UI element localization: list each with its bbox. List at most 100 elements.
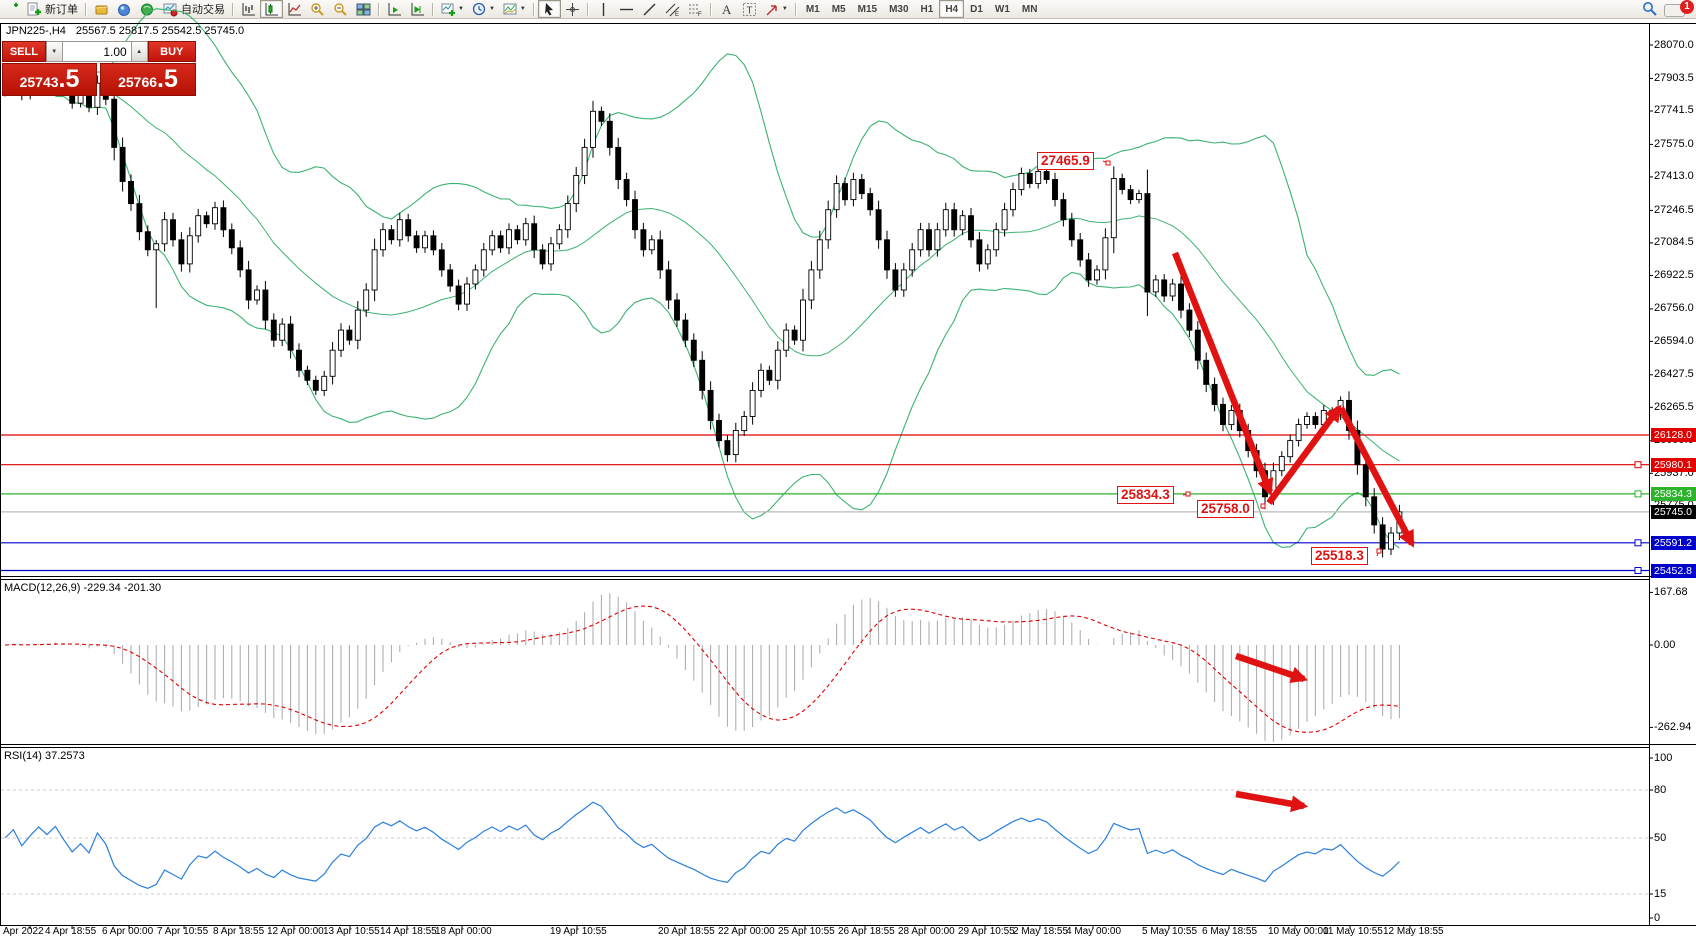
equidistant-channel-icon[interactable]: E xyxy=(661,0,684,18)
symbol-period: JPN225-,H4 xyxy=(6,25,66,37)
price-badge: 25834.3 xyxy=(1651,486,1696,501)
toolbar-separator xyxy=(586,2,589,16)
volume-input[interactable] xyxy=(62,41,131,62)
chevron-down-icon: ▼ xyxy=(458,6,464,12)
time-axis-label: 26 Apr 18:55 xyxy=(838,926,895,936)
time-axis-label: 14 Apr 18:55 xyxy=(380,926,437,936)
toolbar-separator xyxy=(232,2,234,16)
crosshair-icon[interactable] xyxy=(561,0,584,18)
time-axis-label: 29 Apr 10:55 xyxy=(958,926,1015,936)
price-axis-label: 26756.0 xyxy=(1654,302,1694,315)
search-icon[interactable] xyxy=(1642,1,1658,16)
zoom-out-icon[interactable] xyxy=(329,0,352,18)
price-axis-label: 26265.5 xyxy=(1654,400,1694,413)
price-axis-label: 27413.0 xyxy=(1654,170,1694,183)
time-axis-label: 6 May 18:55 xyxy=(1202,926,1258,936)
volume-decrease-button[interactable]: ▼ xyxy=(45,41,63,62)
chart-title: JPN225-,H4 25567.5 25817.5 25542.5 25745.… xyxy=(6,25,244,37)
price-badge: 25745.0 xyxy=(1651,504,1696,519)
price-axis-label: 26922.5 xyxy=(1654,268,1694,281)
notifications-icon[interactable]: 1 xyxy=(1664,0,1694,17)
time-axis-label: 19 Apr 10:55 xyxy=(550,926,607,936)
navigator-icon[interactable] xyxy=(113,0,136,18)
price-badge: 26128.0 xyxy=(1651,427,1696,442)
buy-price[interactable]: 25766.5 xyxy=(100,63,196,96)
sell-button[interactable]: SELL xyxy=(2,41,46,62)
timeframe-m15[interactable]: M15 xyxy=(857,3,878,15)
timeframe-m5[interactable]: M5 xyxy=(831,3,846,15)
rsi-label: RSI(14) 37.2573 xyxy=(4,750,85,762)
macd-axis-label: 167.68 xyxy=(1654,585,1688,598)
price-axis-label: 26594.0 xyxy=(1654,334,1694,347)
new-order-button[interactable]: 新订单 xyxy=(23,0,82,18)
one-click-trading-panel: SELL ▼ ▲ BUY 25743.5 25766.5 xyxy=(2,41,196,96)
price-axis-label: 27575.0 xyxy=(1654,137,1694,150)
time-axis-label: 25 Apr 10:55 xyxy=(778,926,835,936)
time-axis-label: 7 Apr 10:55 xyxy=(157,926,209,936)
svg-text:T: T xyxy=(746,5,752,16)
text-label-tool-icon[interactable]: T xyxy=(738,0,761,18)
volume-increase-button[interactable]: ▲ xyxy=(130,41,148,62)
time-axis-label: 12 May 18:55 xyxy=(1383,926,1444,936)
buy-button[interactable]: BUY xyxy=(147,41,196,62)
fibonacci-icon[interactable]: F xyxy=(684,0,707,18)
timeframe-d1[interactable]: D1 xyxy=(970,3,983,15)
zoom-in-icon[interactable] xyxy=(306,0,329,18)
candlestick-mode-icon[interactable] xyxy=(260,0,283,18)
time-axis-label: 5 May 10:55 xyxy=(1142,926,1198,936)
timeframe-m30[interactable]: M30 xyxy=(889,3,909,15)
toolbar-separator xyxy=(432,2,434,16)
text-tool-icon[interactable]: A xyxy=(715,0,738,18)
svg-text:A: A xyxy=(722,2,732,17)
cursor-icon[interactable] xyxy=(537,0,561,18)
templates-icon[interactable]: ▼ xyxy=(499,0,530,18)
rsi-axis-label: 100 xyxy=(1654,751,1673,764)
macd-axis-label: 0.00 xyxy=(1654,638,1676,651)
macd-label: MACD(12,26,9) -229.34 -201.30 xyxy=(4,582,162,594)
price-annotation[interactable]: 25518.3 xyxy=(1311,547,1368,565)
time-axis-label: 8 Apr 18:55 xyxy=(213,926,265,936)
price-annotation[interactable]: 27465.9 xyxy=(1037,152,1094,170)
clipped-left-icon[interactable] xyxy=(0,0,23,18)
timeframe-w1[interactable]: W1 xyxy=(994,3,1010,15)
chart-shift-icon[interactable] xyxy=(406,0,429,18)
toolbar-separator xyxy=(378,2,380,16)
time-axis-label: 18 Apr 00:00 xyxy=(435,926,492,936)
svg-text:E: E xyxy=(675,12,679,17)
timeframe-mn[interactable]: MN xyxy=(1021,3,1038,15)
bar-chart-mode-icon[interactable] xyxy=(237,0,260,18)
timeframe-h1[interactable]: H1 xyxy=(920,3,934,15)
chevron-down-icon: ▼ xyxy=(519,6,526,12)
auto-scroll-icon[interactable] xyxy=(383,0,406,18)
horizontal-line-icon[interactable] xyxy=(615,0,638,18)
price-annotation[interactable]: 25758.0 xyxy=(1197,500,1254,518)
line-chart-mode-icon[interactable] xyxy=(283,0,306,18)
time-axis-label: 6 Apr 00:00 xyxy=(102,926,154,936)
time-axis-label: 4 May 00:00 xyxy=(1066,926,1122,936)
price-annotation[interactable]: 25834.3 xyxy=(1117,486,1174,504)
price-axis-label: 26427.5 xyxy=(1654,368,1694,381)
chevron-down-icon: ▼ xyxy=(488,6,495,12)
sell-price[interactable]: 25743.5 xyxy=(2,63,97,96)
timeframe-h4[interactable]: H4 xyxy=(939,0,965,18)
rsi-axis-label: 50 xyxy=(1654,831,1667,844)
price-axis-label: 27084.5 xyxy=(1654,236,1694,249)
price-axis-label: 27246.5 xyxy=(1654,203,1694,216)
metaeditor-icon[interactable] xyxy=(90,0,113,18)
indicators-icon[interactable]: ▼ xyxy=(437,0,468,18)
tile-windows-icon[interactable] xyxy=(352,0,375,18)
vertical-line-icon[interactable] xyxy=(592,0,615,18)
toolbar-separator xyxy=(794,2,797,16)
rsi-axis-label: 80 xyxy=(1654,783,1667,796)
timeframe-m1[interactable]: M1 xyxy=(805,3,820,15)
trendline-icon[interactable] xyxy=(638,0,661,18)
price-badge: 25980.1 xyxy=(1651,457,1696,472)
price-badge: 25452.8 xyxy=(1651,563,1696,578)
arrows-tool-icon[interactable]: ▼ xyxy=(761,0,792,18)
periods-icon[interactable]: ▼ xyxy=(468,0,499,18)
macd-axis-label: -262.94 xyxy=(1654,720,1692,733)
toolbar-separator xyxy=(532,2,535,16)
rsi-axis-label: 15 xyxy=(1654,887,1667,900)
